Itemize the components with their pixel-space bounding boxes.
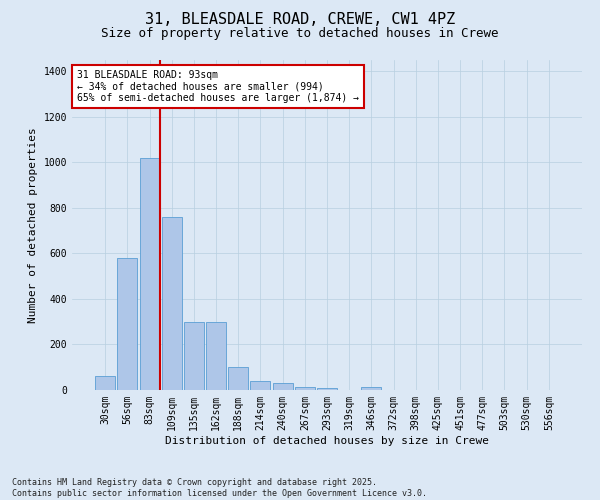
X-axis label: Distribution of detached houses by size in Crewe: Distribution of detached houses by size … (165, 436, 489, 446)
Bar (184, 322, 204, 390)
Bar (140, 158, 160, 390)
Bar (95, 376, 115, 390)
Bar (361, 386, 382, 390)
Y-axis label: Number of detached properties: Number of detached properties (28, 127, 38, 323)
Bar (228, 367, 248, 390)
Bar (118, 258, 137, 390)
Bar (272, 383, 293, 390)
Text: 31, BLEASDALE ROAD, CREWE, CW1 4PZ: 31, BLEASDALE ROAD, CREWE, CW1 4PZ (145, 12, 455, 28)
Bar (250, 381, 271, 390)
Bar (162, 217, 182, 390)
Text: Contains HM Land Registry data © Crown copyright and database right 2025.
Contai: Contains HM Land Registry data © Crown c… (12, 478, 427, 498)
Title: 31, BLEASDALE ROAD, CREWE, CW1 4PZ
Size of property relative to detached houses : 31, BLEASDALE ROAD, CREWE, CW1 4PZ Size … (0, 499, 1, 500)
Text: Size of property relative to detached houses in Crewe: Size of property relative to detached ho… (101, 28, 499, 40)
Bar (206, 322, 226, 390)
Bar (317, 388, 337, 390)
Text: 31 BLEASDALE ROAD: 93sqm
← 34% of detached houses are smaller (994)
65% of semi-: 31 BLEASDALE ROAD: 93sqm ← 34% of detach… (77, 70, 359, 103)
Bar (295, 386, 315, 390)
